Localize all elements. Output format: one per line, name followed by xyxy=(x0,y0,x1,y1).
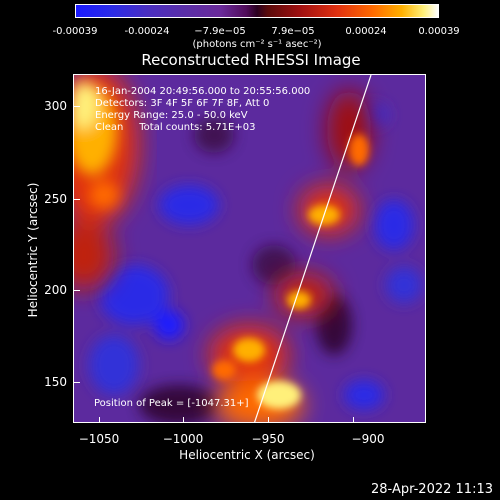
emission-ridge-core xyxy=(212,134,369,409)
x-tick-label: −1000 xyxy=(162,432,204,446)
y-tick-label: 250 xyxy=(44,192,67,206)
colorbar-tick: -0.00039 xyxy=(52,26,98,37)
colorbar-tick: −7.9e−05 xyxy=(194,26,246,37)
solar-limb-line xyxy=(254,75,372,422)
rhessi-image xyxy=(73,74,426,423)
y-tick-mark xyxy=(74,199,80,200)
x-tick-mark xyxy=(353,417,354,423)
x-tick-label: −1050 xyxy=(78,432,120,446)
x-tick-mark xyxy=(99,417,100,423)
colorbar-tick: 0.00039 xyxy=(418,26,460,37)
info-time-range: 16-Jan-2004 20:49:56.000 to 20:55:56.000 xyxy=(95,86,311,97)
x-axis-label: Heliocentric X (arcsec) xyxy=(179,448,315,462)
y-axis-label: Heliocentric Y (arcsec) xyxy=(26,182,40,318)
x-tick-label: −950 xyxy=(251,432,285,446)
x-tick-mark xyxy=(183,417,184,423)
y-tick-label: 150 xyxy=(44,375,67,389)
colorbar-tick: -0.00024 xyxy=(124,26,170,37)
colorbar xyxy=(75,4,439,18)
y-tick-mark xyxy=(74,290,80,291)
info-total-counts: Clean Total counts: 5.71E+03 xyxy=(95,122,256,133)
emission-left-core xyxy=(74,81,119,209)
colorbar-tick: 0.00024 xyxy=(345,26,387,37)
colorbar-unit: (photons cm⁻² s⁻¹ asec⁻²) xyxy=(192,39,322,50)
colorbar-tick: 7.9e−05 xyxy=(271,26,315,37)
timestamp: 28-Apr-2022 11:13 xyxy=(371,482,493,497)
info-detectors: Detectors: 3F 4F 5F 6F 7F 8F, Att 0 xyxy=(95,98,270,109)
negative-regions xyxy=(89,103,422,410)
info-energy-range: Energy Range: 25.0 - 50.0 keV xyxy=(95,110,248,121)
y-tick-label: 200 xyxy=(44,283,67,297)
y-tick-label: 300 xyxy=(44,99,67,113)
y-tick-mark xyxy=(74,382,80,383)
y-tick-mark xyxy=(74,106,80,107)
image-title: Reconstructed RHESSI Image xyxy=(141,51,361,69)
x-tick-label: −900 xyxy=(351,432,385,446)
x-tick-mark xyxy=(268,417,269,423)
image-map xyxy=(74,75,425,422)
peak-position: Position of Peak = [-1047.31+] xyxy=(94,398,249,409)
